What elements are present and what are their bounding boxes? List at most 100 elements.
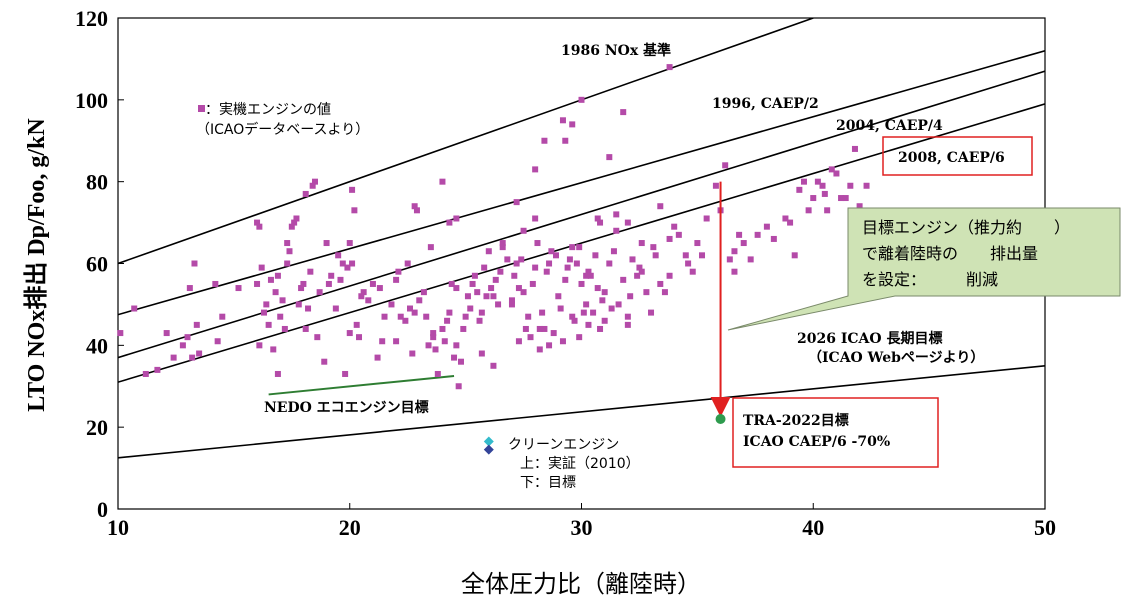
engine-point bbox=[569, 244, 576, 251]
engine-point bbox=[747, 256, 754, 263]
standard-line-1 bbox=[118, 49, 1045, 316]
engine-point bbox=[515, 338, 522, 345]
engine-point bbox=[397, 313, 404, 320]
engine-point bbox=[583, 272, 590, 279]
engine-point bbox=[409, 350, 416, 357]
engine-point bbox=[420, 289, 427, 296]
engine-point bbox=[666, 64, 673, 71]
engine-point bbox=[624, 321, 631, 328]
engine-point bbox=[580, 309, 587, 316]
label-tra: TRA-2022目標 bbox=[743, 412, 849, 429]
engine-point bbox=[583, 301, 590, 308]
engine-point bbox=[636, 264, 643, 271]
engine-point bbox=[339, 260, 346, 267]
engine-point bbox=[344, 264, 351, 271]
engine-point bbox=[432, 346, 439, 353]
y-tick-label: 20 bbox=[86, 415, 108, 440]
engine-point bbox=[427, 244, 434, 251]
engine-point bbox=[613, 211, 620, 218]
engine-point bbox=[648, 309, 655, 316]
engine-point bbox=[337, 276, 344, 283]
engine-point bbox=[532, 264, 539, 271]
standard-line-3 bbox=[118, 103, 1045, 383]
engine-point bbox=[323, 240, 330, 247]
engine-point bbox=[314, 334, 321, 341]
engine-point bbox=[796, 186, 803, 193]
engine-point bbox=[599, 297, 606, 304]
callout-bubble bbox=[727, 207, 1121, 331]
engine-point bbox=[606, 260, 613, 267]
engine-point bbox=[805, 207, 812, 214]
engine-point bbox=[824, 207, 831, 214]
engine-point bbox=[388, 301, 395, 308]
engine-point bbox=[573, 260, 580, 267]
y-tick-label: 100 bbox=[75, 88, 108, 113]
engine-point bbox=[393, 276, 400, 283]
engine-point bbox=[411, 309, 418, 316]
engine-point bbox=[559, 117, 566, 124]
engine-point bbox=[274, 272, 281, 279]
label-1996: 1996, CAEP/2 bbox=[712, 96, 819, 112]
engine-point bbox=[279, 297, 286, 304]
engine-point bbox=[235, 285, 242, 292]
engine-point bbox=[787, 219, 794, 226]
engine-point bbox=[821, 190, 828, 197]
engine-point bbox=[527, 334, 534, 341]
engine-point bbox=[254, 280, 261, 287]
engine-point bbox=[131, 305, 138, 312]
engine-point bbox=[590, 309, 597, 316]
engine-point bbox=[374, 354, 381, 361]
engine-point bbox=[309, 182, 316, 189]
engine-point bbox=[265, 321, 272, 328]
engine-point bbox=[261, 309, 268, 316]
engine-point bbox=[594, 285, 601, 292]
engine-point bbox=[689, 268, 696, 275]
label-2008: 2008, CAEP/6 bbox=[898, 150, 1005, 166]
engine-point bbox=[525, 313, 532, 320]
engine-point bbox=[189, 354, 196, 361]
engine-point bbox=[597, 219, 604, 226]
engine-point bbox=[485, 248, 492, 255]
engine-point bbox=[284, 240, 291, 247]
engine-point bbox=[441, 338, 448, 345]
engine-point bbox=[615, 301, 622, 308]
engine-point bbox=[293, 215, 300, 222]
engine-point bbox=[163, 330, 170, 337]
engine-point bbox=[254, 219, 261, 226]
callout-line-2: で離着陸時の 排出量 bbox=[862, 244, 1038, 263]
engine-point bbox=[446, 309, 453, 316]
x-tick-label: 30 bbox=[571, 515, 593, 540]
standard-lines bbox=[118, 18, 1045, 459]
engine-point bbox=[508, 297, 515, 304]
engine-point bbox=[847, 182, 854, 189]
engine-point bbox=[522, 325, 529, 332]
engine-point bbox=[851, 145, 858, 152]
engine-point bbox=[154, 366, 161, 373]
clean-engine-target bbox=[483, 444, 494, 455]
engine-point bbox=[856, 203, 863, 210]
engine-point bbox=[557, 305, 564, 312]
engine-point bbox=[281, 325, 288, 332]
label-tra-caep: ICAO CAEP/6 -70% bbox=[743, 434, 890, 450]
engine-point bbox=[685, 260, 692, 267]
engine-point bbox=[462, 313, 469, 320]
engine-point bbox=[360, 289, 367, 296]
engine-point bbox=[284, 260, 291, 267]
engine-point bbox=[712, 182, 719, 189]
engine-point bbox=[402, 317, 409, 324]
y-tick-label: 80 bbox=[86, 170, 108, 195]
engine-point bbox=[469, 280, 476, 287]
engine-point bbox=[543, 268, 550, 275]
standard-line-2 bbox=[118, 70, 1045, 359]
engine-point bbox=[490, 293, 497, 300]
engine-point bbox=[833, 170, 840, 177]
engine-point bbox=[585, 321, 592, 328]
engine-point bbox=[569, 313, 576, 320]
engine-point bbox=[576, 334, 583, 341]
engine-point bbox=[740, 240, 747, 247]
engine-point bbox=[536, 346, 543, 353]
engine-point bbox=[666, 272, 673, 279]
engine-point bbox=[272, 289, 279, 296]
engine-point bbox=[193, 321, 200, 328]
